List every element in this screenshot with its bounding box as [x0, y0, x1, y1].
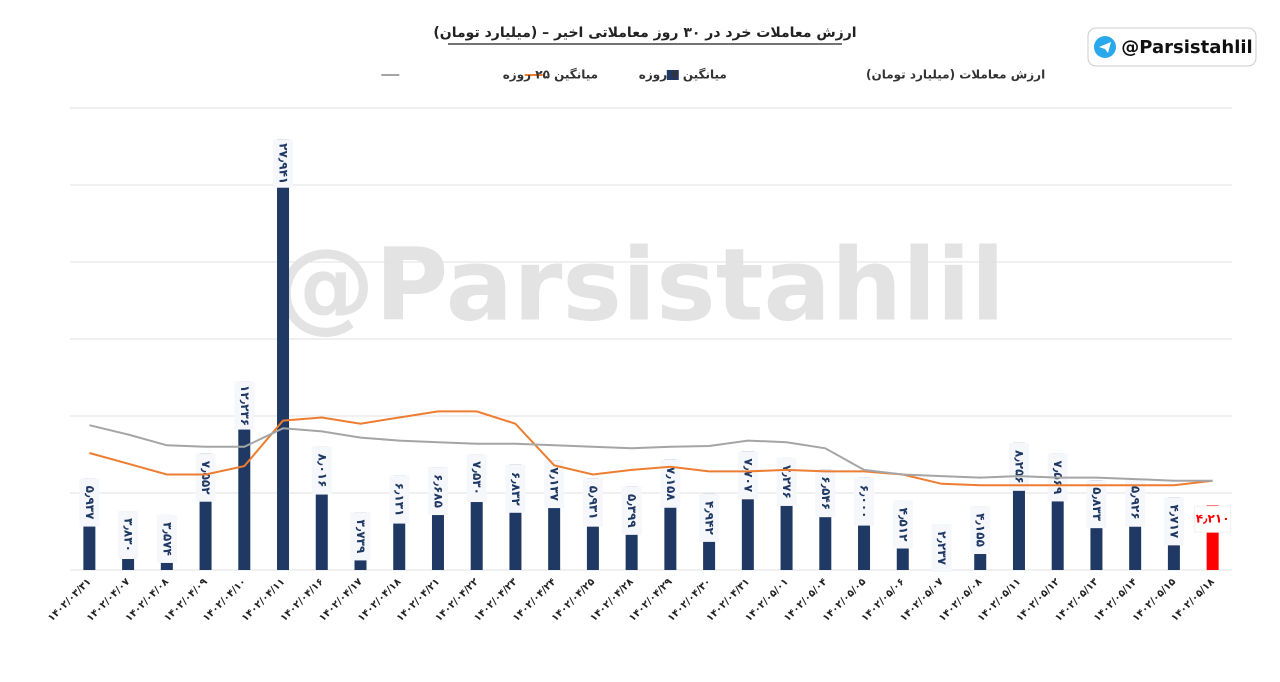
- value-label-box: [350, 512, 371, 561]
- value-label-box: [621, 486, 642, 535]
- value-label-box: [118, 511, 139, 560]
- value-label-box: [1086, 480, 1107, 529]
- value-label: ۶٫۰۰۰: [858, 485, 872, 519]
- value-label: ۶٫۶۸۵: [431, 474, 445, 508]
- value-label: ۴٫۵۱۲: [896, 508, 910, 542]
- value-label: ۵٫۹۳۱: [586, 486, 600, 520]
- watermark: @Parsistahlil: [275, 226, 1005, 343]
- legend-label: میانگین ۲۵ روزه: [503, 68, 598, 83]
- value-label: ۶٫۸۳۲: [509, 472, 523, 506]
- legend-label: میانگین ۷ روزه: [639, 68, 727, 83]
- value-label: ۶٫۵۴۶: [819, 476, 833, 510]
- value-label-box: [892, 500, 913, 549]
- telegram-plane: [1099, 42, 1111, 53]
- value-label-box: [427, 467, 448, 516]
- legend: ارزش معاملات (میلیارد تومان) میانگین ۷ رو…: [381, 68, 1045, 83]
- value-label: ۳٫۷۳۹: [354, 520, 368, 554]
- value-label: ۳٫۸۳۰: [122, 518, 136, 552]
- value-label: ۴٫۲۱۰: [1196, 512, 1230, 526]
- value-label: ۷٫۷۰۷: [741, 458, 755, 492]
- value-label: ۴٫۱۵۵: [974, 513, 988, 547]
- line: [89, 410, 1213, 487]
- value-label-box: [854, 477, 875, 526]
- value-label: ۷٫۵۳۰: [470, 461, 484, 495]
- value-label-box: [273, 139, 294, 188]
- line: [89, 424, 1213, 482]
- bar: [277, 139, 290, 570]
- value-label: ۶٫۱۳۱: [393, 483, 407, 517]
- value-label-box: [699, 493, 720, 542]
- value-label-box: [311, 446, 332, 495]
- value-label: ۲٫۲۳۷: [935, 531, 949, 565]
- value-label-box: [195, 453, 216, 502]
- value-label: ۸٫۲۵۶: [1012, 450, 1026, 484]
- value-label-box: [505, 464, 526, 513]
- value-label-box: [970, 506, 991, 555]
- value-label-box: [389, 475, 410, 524]
- legend-swatch: [666, 70, 679, 80]
- value-label: ۵٫۳۹۹: [625, 494, 639, 528]
- value-label-box: [815, 469, 836, 518]
- value-label: ۵٫۹۳۷: [83, 486, 97, 520]
- value-label: ۷٫۱۳۷: [548, 467, 562, 501]
- value-label: ۵٫۸۳۳: [1090, 487, 1104, 521]
- value-label: ۴٫۷۱۷: [1167, 504, 1181, 538]
- badge[interactable]: @Parsistahlil: [1087, 27, 1257, 67]
- value-label: ۲۷٫۹۴۱: [277, 143, 291, 184]
- value-label-box: [79, 478, 100, 527]
- value-label-box: [737, 451, 758, 500]
- value-label: ۷٫۲۷۶: [780, 465, 794, 499]
- value-label: ۵٫۹۲۶: [1129, 486, 1143, 520]
- value-label: ۱۲٫۲۳۶: [238, 385, 252, 426]
- value-label-box: [1194, 505, 1232, 533]
- value-label: ۳٫۵۷۴: [160, 522, 174, 556]
- legend-label: ارزش معاملات (میلیارد تومان): [866, 68, 1045, 83]
- value-label-box: [582, 478, 603, 527]
- value-label-box: [1163, 497, 1184, 546]
- value-label: ۴٫۹۴۲: [703, 501, 717, 535]
- value-label-box: [466, 454, 487, 503]
- value-label-box: [156, 514, 177, 563]
- value-label: ۷٫۱۵۸: [664, 467, 678, 501]
- value-label-box: [234, 381, 255, 430]
- value-label-box: [544, 460, 565, 509]
- badge-box: [1087, 27, 1257, 67]
- value-label: ۸٫۰۱۶: [315, 454, 329, 488]
- value-label-box: [1008, 442, 1029, 491]
- chart-title: ارزش معاملات خرد در ۳۰ روز معاملاتی اخیر…: [433, 25, 856, 41]
- badge-text: @Parsistahlil: [1121, 37, 1252, 58]
- value-label-box: [1125, 478, 1146, 527]
- value-label-box: [660, 459, 681, 508]
- value-label: ۷٫۵۵۲: [199, 461, 213, 495]
- value-label-box: [931, 524, 952, 572]
